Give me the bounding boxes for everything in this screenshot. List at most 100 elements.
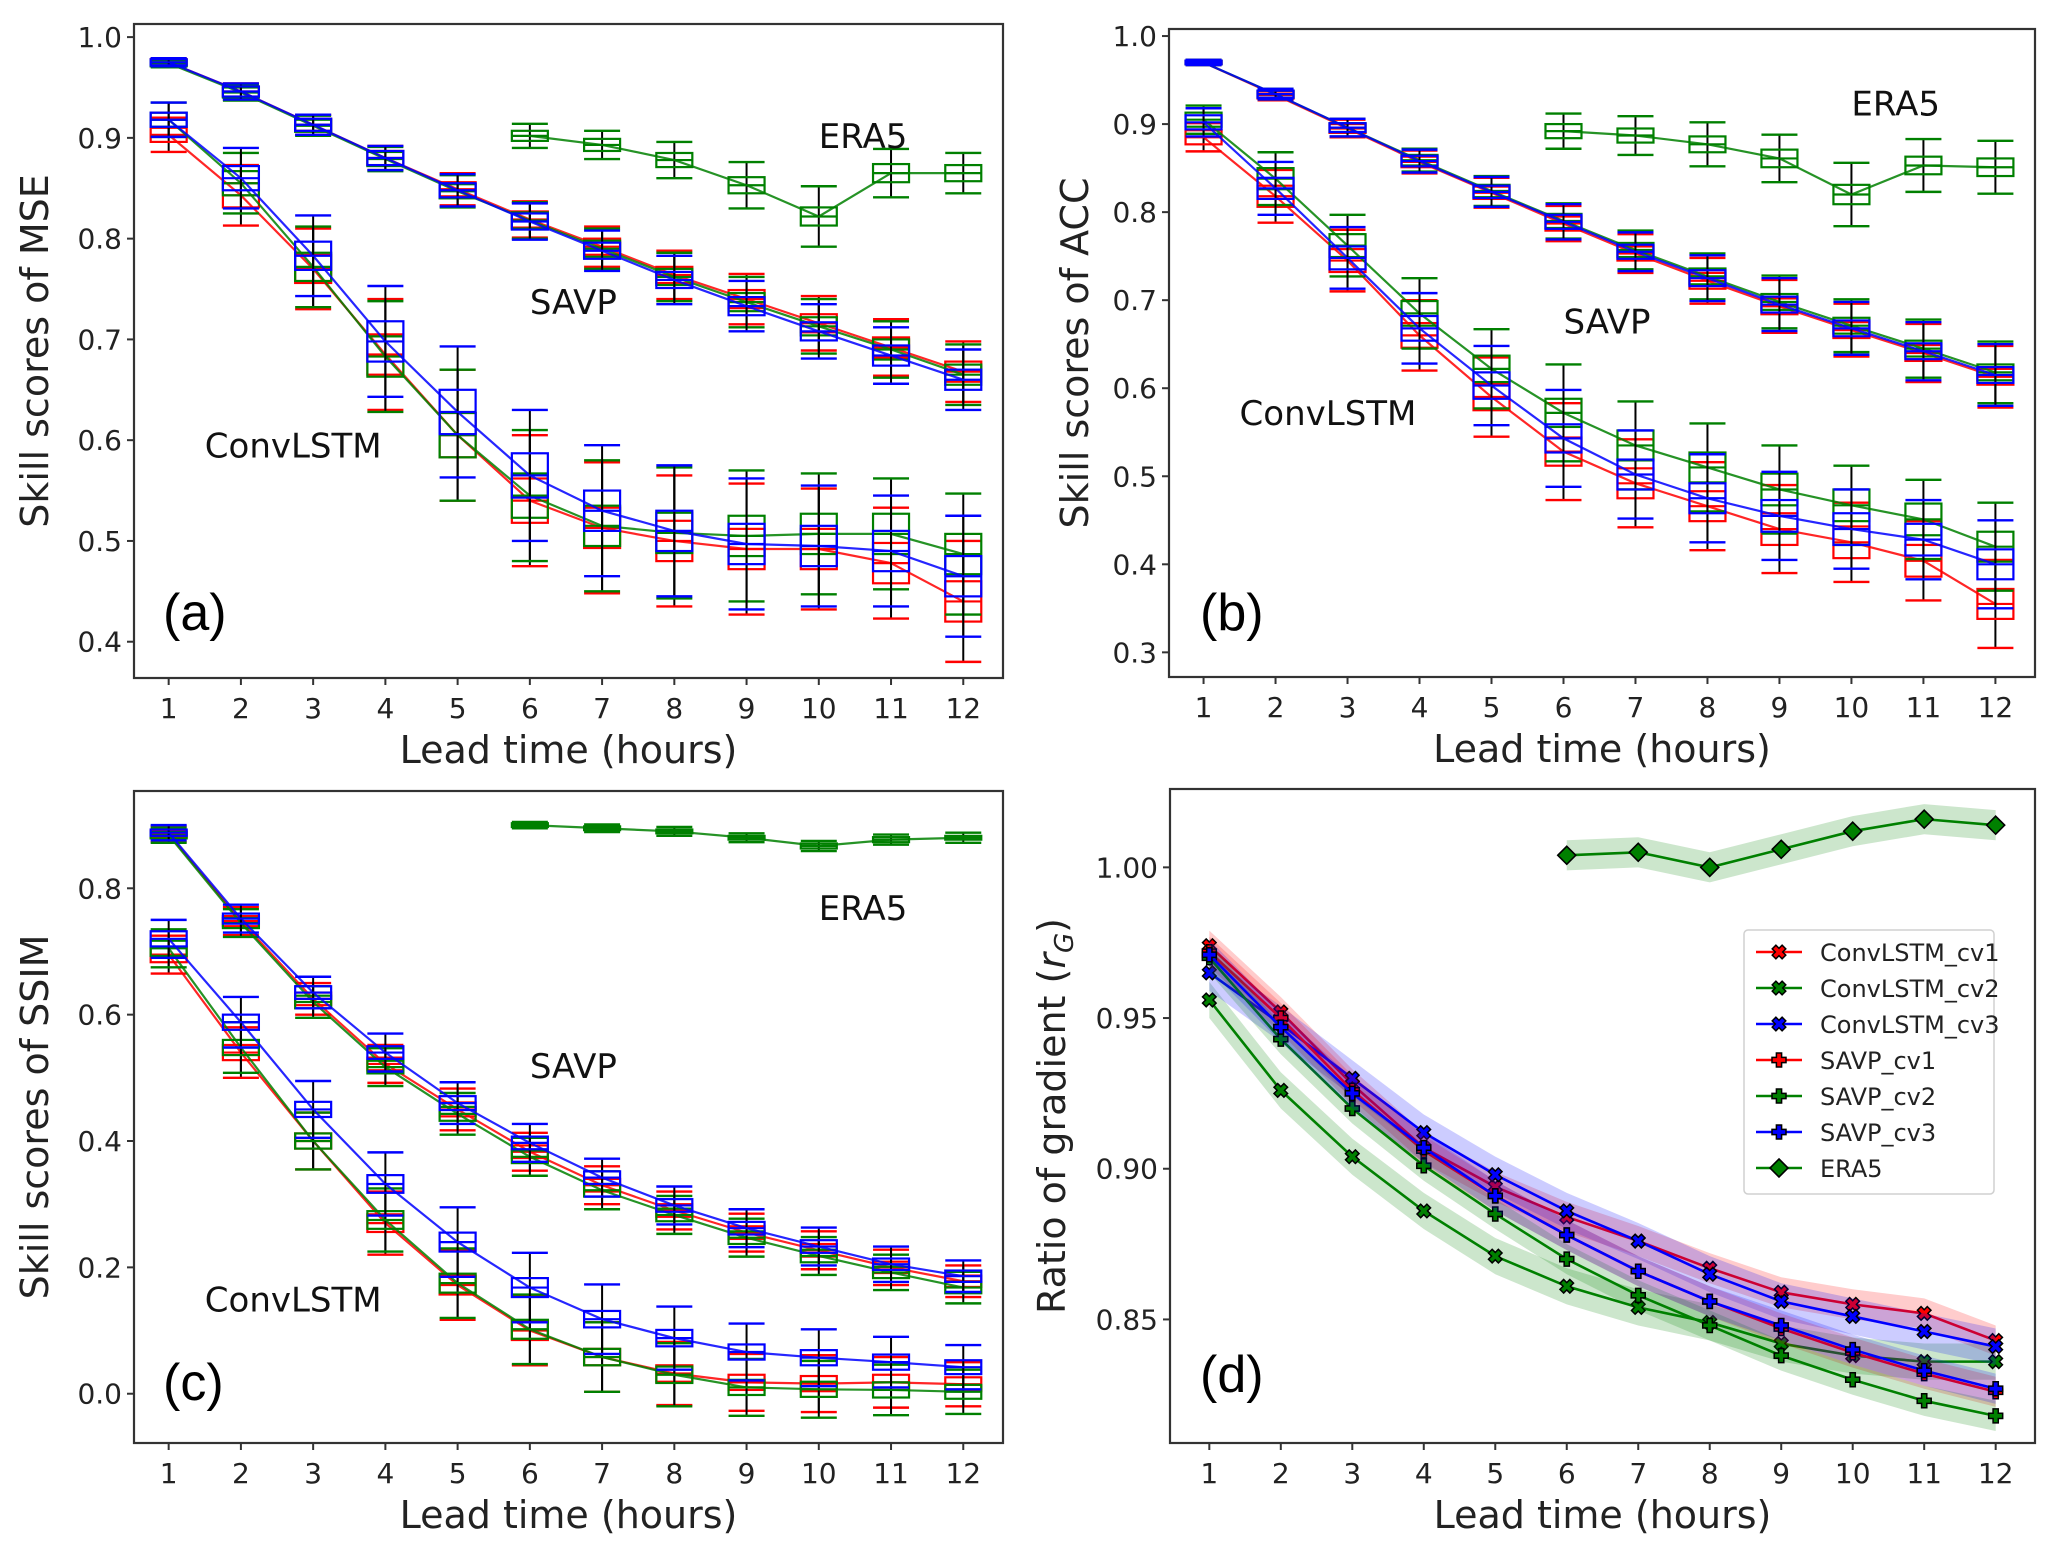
legend-marker-plus-marker <box>1771 1052 1787 1068</box>
boxplot-convlstm_cv3 <box>944 1343 983 1391</box>
data-point-x-marker <box>1987 1353 2004 1370</box>
boxplot-savp_cv3 <box>149 823 188 842</box>
boxplot-savp_cv3 <box>871 1245 911 1284</box>
legend-item-savp_cv1: SAVP_cv1 <box>1756 1047 1936 1075</box>
boxplot-convlstm_cv3 <box>510 1251 549 1324</box>
boxplot-convlstm_cv3 <box>366 1151 405 1217</box>
x-tick-label: 9 <box>1772 1457 1790 1490</box>
boxplot-savp_cv3 <box>1904 320 1943 382</box>
diamond-marker-icon <box>1914 809 1935 830</box>
group-savp <box>149 823 983 1305</box>
x-axis-label: Lead time (hours) <box>400 728 738 772</box>
boxplot-savp_cv3 <box>1688 254 1727 303</box>
boxplot-convlstm_cv3 <box>799 484 838 608</box>
diamond-marker-icon <box>1771 839 1792 860</box>
data-point-plus-marker <box>1844 1371 1861 1388</box>
series-line <box>1208 944 1997 1342</box>
x-tick-label: 2 <box>232 1457 250 1490</box>
data-point-plus-marker <box>1273 1019 1289 1035</box>
data-point-x-marker <box>1487 1248 1504 1264</box>
y-axis-label: Skill scores of SSIM <box>13 935 57 1300</box>
boxplot-savp_cv3 <box>1760 276 1799 333</box>
panel-tag: (d) <box>1200 1346 1264 1404</box>
legend-label: SAVP_cv1 <box>1820 1047 1936 1075</box>
x-tick-label: 12 <box>945 692 981 725</box>
x-tick-label: 1 <box>160 692 178 725</box>
boxplot-savp_cv3 <box>221 903 261 934</box>
annotation-era5: ERA5 <box>819 117 908 157</box>
data-point-x-marker <box>1272 1082 1289 1099</box>
x-marker-icon <box>1701 1266 1718 1283</box>
x-tick-label: 4 <box>376 692 394 725</box>
legend-label: SAVP_cv3 <box>1820 1119 1936 1147</box>
boxplot-convlstm_cv3 <box>871 494 911 608</box>
boxplot-era5 <box>1904 137 1943 194</box>
boxplot-convlstm_cv3 <box>221 995 261 1049</box>
x-marker-icon <box>1558 1278 1575 1295</box>
boxplot-era5 <box>1544 112 1583 150</box>
boxplot-era5 <box>655 825 694 838</box>
x-tick-label: 7 <box>593 1457 611 1490</box>
data-point-plus-marker <box>1844 1341 1861 1358</box>
axes-frame <box>132 22 1005 680</box>
y-tick-label: 0.7 <box>77 323 122 356</box>
x-tick-label: 3 <box>304 692 322 725</box>
boxplot-savp_cv3 <box>799 302 838 360</box>
data-point-x-marker <box>1844 1308 1861 1325</box>
boxplot-convlstm_cv3 <box>438 345 477 479</box>
legend-label: ConvLSTM_cv3 <box>1820 1011 2000 1039</box>
x-tick-label: 12 <box>945 1457 981 1490</box>
boxplot-convlstm_cv3 <box>655 464 694 598</box>
boxplot-convlstm_cv3 <box>149 918 188 959</box>
group-savp <box>149 57 983 412</box>
boxplot-convlstm_cv3 <box>1616 429 1655 520</box>
x-tick-label: 8 <box>665 1457 683 1490</box>
legend-marker-plus-marker <box>1771 1088 1787 1104</box>
boxplot-convlstm_cv3 <box>655 1305 694 1371</box>
legend-label: ConvLSTM_cv1 <box>1820 939 2000 967</box>
boxplot-savp_cv3 <box>1256 87 1295 101</box>
annotation-era5: ERA5 <box>819 889 908 929</box>
x-marker-icon <box>1771 944 1787 960</box>
series-era5 <box>1556 804 2006 883</box>
x-tick-label: 2 <box>1267 691 1285 724</box>
y-axis-label: Ratio of gradient (rG) <box>1030 918 1080 1314</box>
data-point-diamond-marker <box>1842 821 1863 842</box>
annotation-savp: SAVP <box>1563 303 1650 343</box>
plus-marker-icon <box>1987 1381 2004 1397</box>
data-point-plus-marker <box>1701 1293 1718 1310</box>
series-line-convlstm_cv3 <box>1202 121 1996 566</box>
plus-marker-icon <box>1630 1287 1646 1304</box>
data-point-plus-marker <box>1916 1393 1932 1409</box>
x-tick-label: 12 <box>1978 691 2014 724</box>
boxplot-convlstm_cv3 <box>944 514 983 638</box>
x-axis-label: Lead time (hours) <box>1434 1493 1772 1537</box>
boxplot-convlstm_cv3 <box>294 1079 333 1140</box>
boxplot-savp_cv3 <box>582 1157 622 1198</box>
boxplot-era5 <box>1616 114 1655 157</box>
data-point-diamond-marker <box>1771 839 1792 860</box>
y-tick-label: 1.0 <box>1112 20 1157 53</box>
legend-item-convlstm_cv2: ConvLSTM_cv2 <box>1756 975 2000 1003</box>
data-point-x-marker <box>1201 964 1218 981</box>
boxplot-savp_cv3 <box>655 254 694 306</box>
boxplot-era5 <box>1832 161 1871 228</box>
legend-item-era5: ERA5 <box>1756 1155 1883 1183</box>
x-axis-label: Lead time (hours) <box>400 1493 738 1537</box>
x-tick-label: 6 <box>521 1457 539 1490</box>
boxplot-savp_cv3 <box>221 82 261 101</box>
y-tick-label: 0.2 <box>77 1251 122 1284</box>
diamond-marker-icon <box>1699 857 1720 878</box>
boxplot-savp_cv3 <box>727 279 766 333</box>
series-line-savp_cv2 <box>168 62 964 376</box>
x-marker-icon <box>1987 1338 2004 1355</box>
series-line-convlstm_cv2 <box>167 118 964 556</box>
legend-marker-plus-marker <box>1771 1124 1787 1140</box>
x-marker-icon <box>1201 992 1218 1008</box>
x-tick-label: 11 <box>873 692 909 725</box>
boxplot-savp_cv3 <box>438 1081 477 1126</box>
data-point-x-marker <box>1773 1293 1790 1310</box>
y-tick-label: 0.6 <box>77 999 122 1032</box>
x-tick-label: 6 <box>1555 691 1573 724</box>
